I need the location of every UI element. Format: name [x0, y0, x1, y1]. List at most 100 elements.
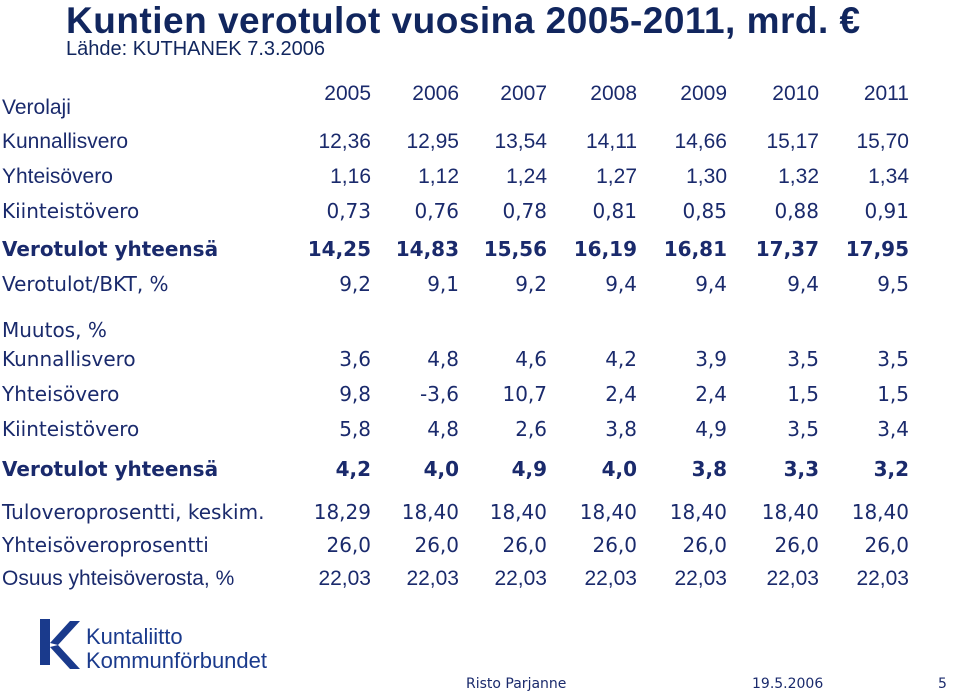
table-cell: 9,4 — [695, 272, 727, 296]
table-cell: 18,40 — [579, 500, 637, 524]
table-cell: 3,5 — [877, 347, 909, 371]
table-cell: 3,4 — [877, 417, 909, 441]
table-cell: 22,03 — [406, 567, 459, 590]
table-cell: 14,66 — [674, 130, 727, 153]
table-cell: 1,27 — [596, 165, 637, 188]
table-cell: 22,03 — [318, 567, 371, 590]
logo-line1: Kuntaliitto — [86, 624, 183, 649]
table-cell: 0,81 — [592, 199, 637, 223]
table-cell: 18,29 — [313, 500, 371, 524]
table-cell: 22,03 — [584, 567, 637, 590]
table-cell: 3,9 — [695, 347, 727, 371]
table-row: Verotulot yhteensä 14,25 14,83 15,56 16,19 16… — [0, 237, 960, 267]
table-cell: 16,19 — [573, 237, 637, 261]
table-cell: 3,5 — [787, 347, 819, 371]
table-cell: 3,3 — [783, 457, 819, 481]
table-cell: 0,85 — [682, 199, 727, 223]
table-cell: 3,2 — [873, 457, 909, 481]
table-row: Kiinteistövero 5,8 4,8 2,6 3,8 4,9 3,5 3,4 — [0, 417, 960, 447]
table-row: Kunnallisvero 12,36 12,95 13,54 14,11 14,66 15… — [0, 130, 960, 160]
table-cell: 1,34 — [868, 165, 909, 188]
table-cell: 12,95 — [406, 130, 459, 153]
table-cell: 18,40 — [669, 500, 727, 524]
table-cell: 14,25 — [307, 237, 371, 261]
table-cell: 3,8 — [605, 417, 637, 441]
table-cell: 26,0 — [682, 533, 727, 557]
year-header: 2009 — [680, 82, 727, 105]
table-cell: 22,03 — [856, 567, 909, 590]
year-header: 2010 — [772, 82, 819, 105]
row-label: Kunnallisvero — [2, 347, 136, 371]
row-label: Kunnallisvero — [2, 130, 129, 153]
table-cell: 1,24 — [506, 165, 547, 188]
table-cell: 4,0 — [423, 457, 459, 481]
row-label: Yhteisöveroprosentti — [2, 533, 209, 557]
row-label: Osuus yhteisöverosta, % — [2, 567, 235, 590]
table-cell: 14,83 — [395, 237, 459, 261]
page-title: Kuntien verotulot vuosina 2005-2011, mrd… — [66, 0, 861, 41]
table-cell: 16,81 — [663, 237, 727, 261]
table-cell: 1,5 — [787, 382, 819, 406]
year-header: 2008 — [590, 82, 637, 105]
table-cell: 26,0 — [592, 533, 637, 557]
table-cell: 4,2 — [335, 457, 371, 481]
footer-date: 19.5.2006 — [752, 676, 824, 692]
table-cell: 4,2 — [605, 347, 637, 371]
table-cell: 14,11 — [586, 130, 637, 153]
table-cell: 9,2 — [339, 272, 371, 296]
table-cell: 2,6 — [515, 417, 547, 441]
table-cell: 26,0 — [326, 533, 371, 557]
row-label: Verotulot/BKT, % — [2, 272, 169, 296]
table-cell: 26,0 — [864, 533, 909, 557]
table-cell: 2,4 — [695, 382, 727, 406]
row-label: Kiinteistövero — [2, 199, 140, 223]
year-header: 2005 — [324, 82, 371, 105]
table-cell: 26,0 — [774, 533, 819, 557]
table-cell: 22,03 — [766, 567, 819, 590]
table-row: Kiinteistövero 0,73 0,76 0,78 0,81 0,85 0,88 0,… — [0, 199, 960, 229]
table-cell: 15,17 — [766, 130, 819, 153]
table-row: Tuloveroprosentti, keskim. 18,29 18,40 18,4… — [0, 500, 960, 530]
table-cell: 4,9 — [695, 417, 727, 441]
table-cell: 0,76 — [414, 199, 459, 223]
year-header: 2007 — [500, 82, 547, 105]
kuntaliitto-logo: Kuntaliitto Kommunförbundet — [40, 619, 267, 673]
table-cell: 1,5 — [877, 382, 909, 406]
table-cell: 4,8 — [427, 347, 459, 371]
table-cell: 18,40 — [489, 500, 547, 524]
table-cell: 9,4 — [605, 272, 637, 296]
table-cell: 22,03 — [494, 567, 547, 590]
table-cell: 0,73 — [326, 199, 371, 223]
table-row: Osuus yhteisöverosta, % 22,03 22,03 22,03 22… — [0, 567, 960, 597]
footer-author: Risto Parjanne — [466, 676, 567, 692]
table-cell: 4,0 — [601, 457, 637, 481]
table-cell: 5,8 — [339, 417, 371, 441]
row-label: Yhteisövero — [2, 382, 120, 406]
table-row: Yhteisövero 9,8 -3,6 10,7 2,4 2,4 1,5 1,5 — [0, 382, 960, 412]
table-cell: 9,4 — [787, 272, 819, 296]
table-cell: 1,30 — [686, 165, 727, 188]
table-cell: 26,0 — [414, 533, 459, 557]
table-cell: 2,4 — [605, 382, 637, 406]
header-label-row: Verolaji — [0, 96, 960, 126]
year-header: 2011 — [863, 82, 909, 105]
table-cell: 1,32 — [778, 165, 819, 188]
row-label: Tuloveroprosentti, keskim. — [2, 500, 265, 524]
table-cell: 1,12 — [418, 165, 459, 188]
table-cell: 9,8 — [339, 382, 371, 406]
table-cell: 26,0 — [502, 533, 547, 557]
table-cell: 18,40 — [401, 500, 459, 524]
table-cell: 3,8 — [691, 457, 727, 481]
table-cell: 4,6 — [515, 347, 547, 371]
table-cell: 13,54 — [494, 130, 547, 153]
table-cell: 15,70 — [856, 130, 909, 153]
row-label: Yhteisövero — [2, 165, 113, 188]
table-cell: 9,5 — [877, 272, 909, 296]
table-cell: 9,1 — [427, 272, 459, 296]
table-row: Muutos, % — [0, 318, 960, 348]
table-cell: 15,56 — [483, 237, 547, 261]
year-header-row: 2005 2006 2007 2008 2009 2010 2011 — [0, 82, 960, 112]
table-cell: 0,88 — [774, 199, 819, 223]
source-line: Lähde: KUTHANEK 7.3.2006 — [66, 38, 326, 60]
row-label: Verotulot yhteensä — [2, 237, 219, 261]
